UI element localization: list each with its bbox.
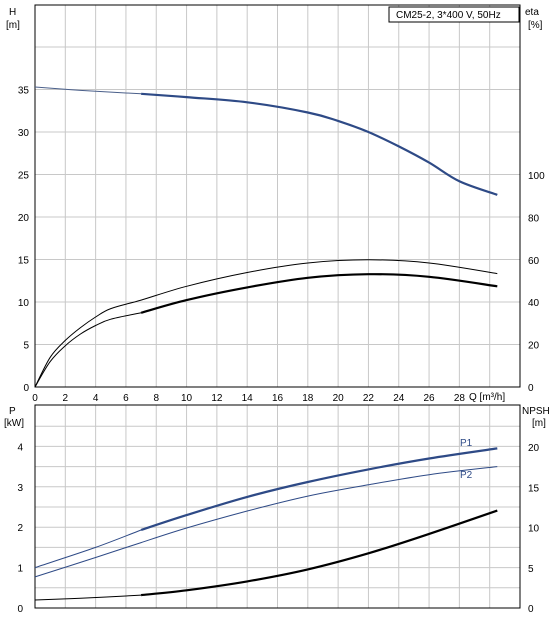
bottom-right-tick-label: 0 (528, 604, 534, 615)
top-right-tick-label: 0 (528, 383, 534, 394)
x-tick-label: 18 (302, 393, 314, 404)
top-series (34, 86, 498, 388)
bottom-left-tick-label: 3 (17, 483, 23, 494)
bottom-left-tick-label: 2 (17, 523, 23, 534)
x-tick-label: 26 (424, 393, 436, 404)
top-left-tick-label: 15 (18, 256, 30, 267)
p2-series-label: P2 (460, 470, 473, 481)
bottom-panel: P [kW] NPSH [m] 0 1 2 3 4 0 5 10 15 20 P1 P2 (4, 404, 550, 615)
x-tick-label: 16 (272, 393, 284, 404)
top-left-tick-label: 35 (18, 86, 30, 97)
top-left-axis-label: H (9, 7, 16, 18)
bottom-right-tick-label: 20 (528, 443, 540, 454)
top-left-tick-label: 5 (23, 341, 29, 352)
top-series-line-4 (140, 273, 498, 314)
top-series-line-0 (34, 86, 142, 95)
top-series-line-3 (34, 312, 142, 388)
x-tick-label: 20 (333, 393, 345, 404)
top-right-tick-label: 80 (528, 213, 540, 224)
x-axis-label: Q [m³/h] (469, 392, 505, 403)
top-right-tick-label: 40 (528, 298, 540, 309)
title-box (388, 6, 520, 23)
top-right-tick-label: 60 (528, 256, 540, 267)
x-tick-label: 22 (363, 393, 375, 404)
top-right-tick-label: 20 (528, 341, 540, 352)
bottom-right-axis-label: NPSH (522, 406, 550, 417)
x-tick-label: 4 (93, 393, 99, 404)
bottom-series-line-0 (34, 529, 142, 569)
x-tick-label: 8 (153, 393, 159, 404)
bottom-right-axis-unit: [m] (532, 418, 546, 429)
x-tick-label: 28 (454, 393, 466, 404)
bottom-right-tick-label: 15 (528, 483, 540, 494)
bottom-left-axis-unit: [kW] (4, 418, 24, 429)
bottom-right-tick-label: 5 (528, 564, 534, 575)
bottom-left-tick-label: 4 (17, 442, 23, 453)
bottom-series-line-2 (34, 466, 498, 578)
top-left-tick-label: 0 (23, 383, 29, 394)
x-tick-label: 10 (181, 393, 193, 404)
x-tick-label: 12 (211, 393, 223, 404)
bottom-left-tick-label: 1 (17, 564, 23, 575)
x-tick-label: 6 (123, 393, 129, 404)
p1-series-label: P1 (460, 438, 473, 449)
x-tick-label: 2 (63, 393, 69, 404)
bottom-right-tick-label: 10 (528, 524, 540, 535)
x-tick-label: 14 (242, 393, 254, 404)
top-grid (35, 5, 520, 387)
x-tick-label: 0 (32, 393, 38, 404)
top-series-line-1 (141, 92, 498, 196)
bottom-frame (34, 404, 521, 609)
chart-title: CM25-2, 3*400 V, 50Hz (396, 10, 501, 21)
bottom-left-axis-label: P (9, 406, 16, 417)
top-left-tick-label: 25 (18, 171, 30, 182)
bottom-ticks: 0 1 2 3 4 0 5 10 15 20 (17, 442, 539, 615)
top-panel: H [m] eta [%] CM25-2, 3*400 V, 50Hz 0 5 10… (6, 4, 545, 405)
top-series-line-2 (34, 259, 498, 388)
x-tick-label: 24 (393, 393, 405, 404)
bottom-series (34, 447, 498, 601)
top-frame (34, 4, 521, 388)
bottom-series-line-3 (34, 594, 142, 601)
top-right-axis-unit: [%] (528, 20, 543, 31)
top-left-tick-label: 20 (18, 213, 30, 224)
top-left-tick-label: 30 (18, 128, 30, 139)
top-right-axis-label: eta (525, 7, 539, 18)
bottom-series-line-4 (140, 509, 498, 597)
bottom-left-tick-label: 0 (17, 604, 23, 615)
top-right-tick-label: 100 (528, 171, 545, 182)
top-left-axis-unit: [m] (6, 20, 20, 31)
top-left-tick-label: 10 (18, 298, 30, 309)
bottom-series-line-1 (140, 447, 498, 532)
bottom-grid (35, 405, 520, 608)
